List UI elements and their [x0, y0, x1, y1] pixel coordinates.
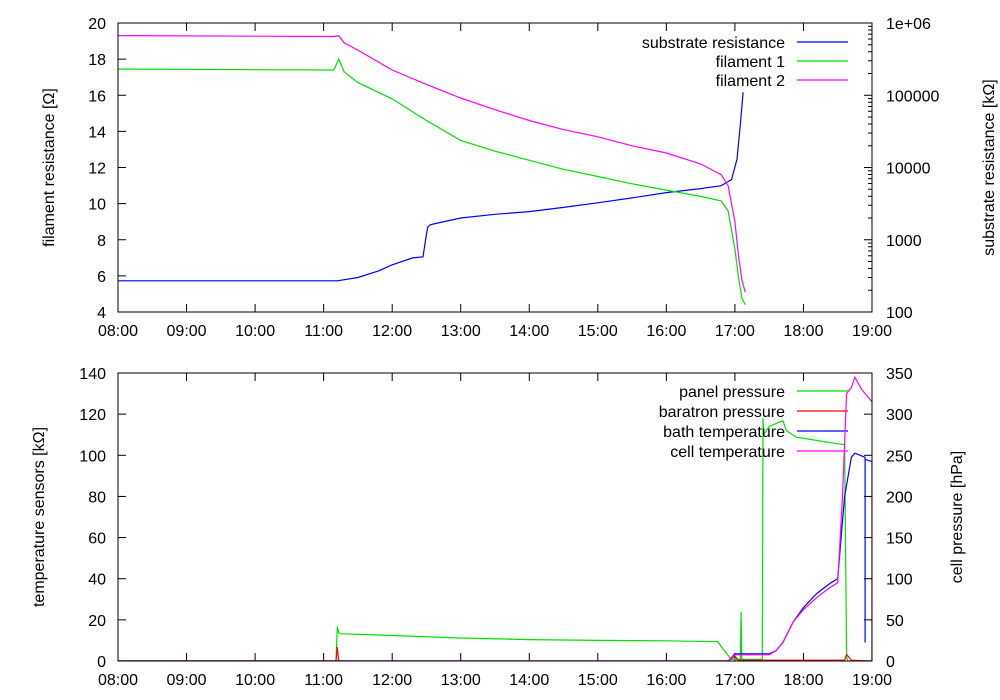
y2-tick-label: 1e+06: [886, 16, 931, 33]
y2-tick-label: 100: [886, 305, 913, 322]
series-line-cell-temperature: [118, 375, 872, 661]
y2-tick-label: 100: [886, 572, 913, 589]
y2-tick-label: 350: [886, 366, 913, 383]
legend-label: bath temperature: [663, 424, 785, 441]
x-tick-label: 18:00: [783, 323, 823, 340]
x-tick-label: 08:00: [98, 323, 138, 340]
plot-border: [117, 22, 873, 313]
x-tick-label: 13:00: [441, 323, 481, 340]
series-line-baratron-pressure: [118, 646, 872, 661]
y2-tick-label: 100000: [886, 88, 939, 105]
x-tick-label: 10:00: [235, 672, 275, 689]
y2-tick-label: 0: [886, 654, 895, 671]
x-tick-label: 19:00: [852, 672, 892, 689]
x-tick-label: 16:00: [646, 323, 686, 340]
y2-tick-label: 250: [886, 448, 913, 465]
y-axis-title: temperature sensors [kΩ]: [31, 427, 48, 607]
x-tick-label: 13:00: [441, 672, 481, 689]
x-tick-label: 11:00: [304, 323, 343, 340]
series-line-substrate-resistance: [118, 92, 744, 282]
x-tick-label: 12:00: [372, 672, 412, 689]
y-tick-label: 18: [88, 52, 106, 69]
y2-axis-title: substrate resistance [kΩ]: [981, 79, 998, 255]
x-tick-label: 15:00: [578, 323, 618, 340]
plot-border: [117, 372, 873, 662]
sensor-pressure-panel: 08:00 09:00 10:00 11:00 12:00 13:00 14:00 15:00…: [31, 366, 966, 689]
legend-label: filament 1: [716, 54, 785, 71]
x-tick-label: 09:00: [167, 323, 207, 340]
y2-tick-label: 10000: [886, 161, 931, 178]
x-tick-label: 14:00: [509, 672, 549, 689]
x-tick-label: 09:00: [167, 672, 207, 689]
series-line-bath-temperature: [118, 452, 872, 661]
y-tick-label: 40: [88, 572, 106, 589]
y-tick-label: 140: [79, 366, 106, 383]
y-tick-label: 6: [97, 269, 106, 286]
y-tick-label: 10: [88, 197, 106, 214]
resistance-panel: 08:00 09:00 10:00 11:00 12:00 13:00 14:00 15:00…: [41, 16, 998, 340]
x-tick-label: 17:00: [715, 672, 755, 689]
y2-axis-title: cell pressure [hPa]: [949, 451, 966, 584]
x-tick-label: 16:00: [646, 672, 686, 689]
x-tick-label: 10:00: [235, 323, 275, 340]
x-tick-label: 08:00: [98, 672, 138, 689]
y-tick-label: 80: [88, 489, 106, 506]
legend-label: cell temperature: [670, 444, 785, 461]
y-tick-label: 12: [88, 161, 106, 178]
y-axis-title: filament resistance [Ω]: [41, 88, 58, 247]
x-tick-label: 18:00: [783, 672, 823, 689]
x-tick-label: 17:00: [715, 323, 755, 340]
legend-label: baratron pressure: [659, 404, 785, 421]
y-tick-label: 120: [79, 407, 106, 424]
legend-label: panel pressure: [679, 384, 785, 401]
y-tick-label: 16: [88, 88, 106, 105]
y2-tick-label: 50: [886, 613, 904, 630]
y2-tick-label: 200: [886, 489, 913, 506]
legend-label: substrate resistance: [642, 35, 785, 52]
y2-tick-label: 150: [886, 531, 913, 548]
y-tick-label: 0: [97, 654, 106, 671]
series-line-filament-1: [118, 57, 746, 306]
series-line-panel-pressure: [118, 418, 872, 661]
series-line-filament-2: [118, 34, 746, 293]
y-tick-label: 60: [88, 531, 106, 548]
y-tick-label: 8: [97, 233, 106, 250]
x-tick-label: 11:00: [304, 672, 343, 689]
y2-tick-label: 300: [886, 407, 913, 424]
y-tick-label: 4: [97, 305, 106, 322]
x-tick-label: 14:00: [509, 323, 549, 340]
x-tick-label: 12:00: [372, 323, 412, 340]
y2-tick-label: 1000: [886, 233, 922, 250]
y-tick-label: 20: [88, 613, 106, 630]
x-tick-label: 15:00: [578, 672, 618, 689]
y-tick-label: 20: [88, 16, 106, 33]
legend-label: filament 2: [716, 73, 785, 90]
x-tick-label: 19:00: [852, 323, 892, 340]
y-tick-label: 100: [79, 448, 106, 465]
y-tick-label: 14: [88, 124, 106, 141]
